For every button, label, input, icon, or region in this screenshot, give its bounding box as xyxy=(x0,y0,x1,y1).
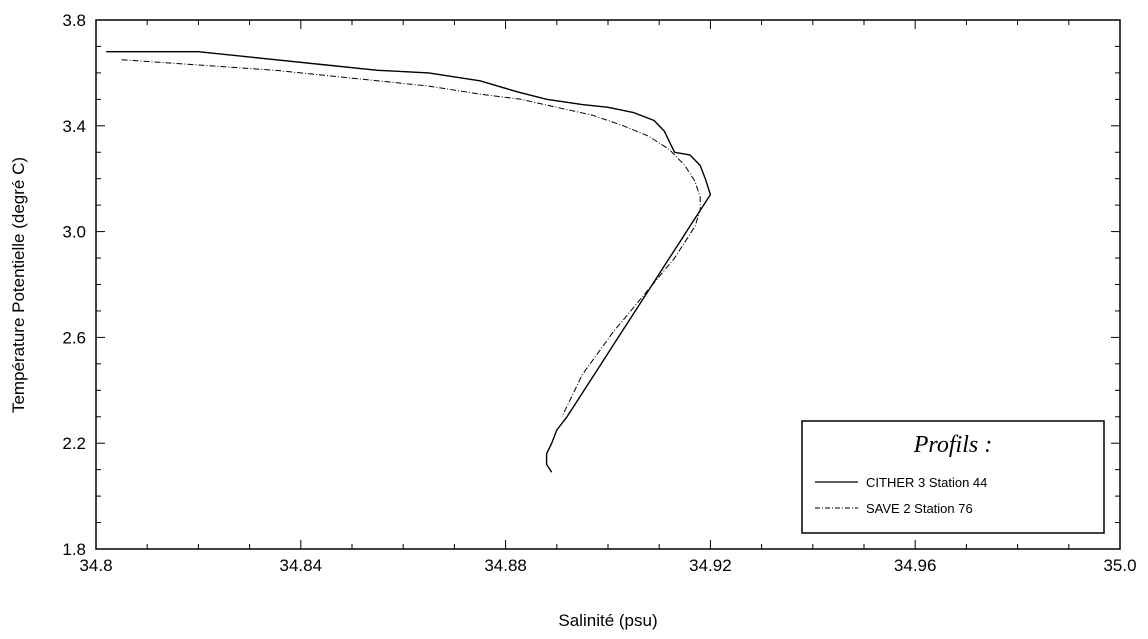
x-tick-label: 34.8 xyxy=(79,556,112,575)
y-tick-label: 2.2 xyxy=(62,434,86,453)
x-tick-label: 34.96 xyxy=(894,556,937,575)
legend-label-cither: CITHER 3 Station 44 xyxy=(866,475,987,490)
x-tick-label: 34.84 xyxy=(280,556,323,575)
series-line-save-2-station-76 xyxy=(121,59,701,418)
y-tick-label: 3.8 xyxy=(62,11,86,30)
legend: Profils : CITHER 3 Station 44 SAVE 2 Sta… xyxy=(801,420,1105,534)
x-tick-label: 35.0 xyxy=(1103,556,1136,575)
x-tick-label: 34.92 xyxy=(689,556,732,575)
x-axis-title: Salinité (psu) xyxy=(558,611,657,630)
legend-title: Profils : xyxy=(913,432,992,458)
y-tick-label: 2.6 xyxy=(62,328,86,347)
series-line-cither-3-station-44 xyxy=(106,51,712,473)
series-layer xyxy=(106,51,712,473)
y-tick-label: 3.4 xyxy=(62,117,86,136)
x-tick-labels: 34.8 34.84 34.88 34.92 34.96 35.0 xyxy=(79,556,1136,575)
x-tick-label: 34.88 xyxy=(484,556,527,575)
y-tick-labels: 1.8 2.2 2.6 3.0 3.4 3.8 xyxy=(62,11,86,559)
legend-box xyxy=(801,420,1105,534)
axis-ticks xyxy=(95,19,1121,550)
y-tick-label: 1.8 xyxy=(62,540,86,559)
legend-label-save: SAVE 2 Station 76 xyxy=(866,501,973,516)
y-tick-label: 3.0 xyxy=(62,223,86,242)
y-axis-title: Température Potentielle (degré C) xyxy=(9,157,28,413)
